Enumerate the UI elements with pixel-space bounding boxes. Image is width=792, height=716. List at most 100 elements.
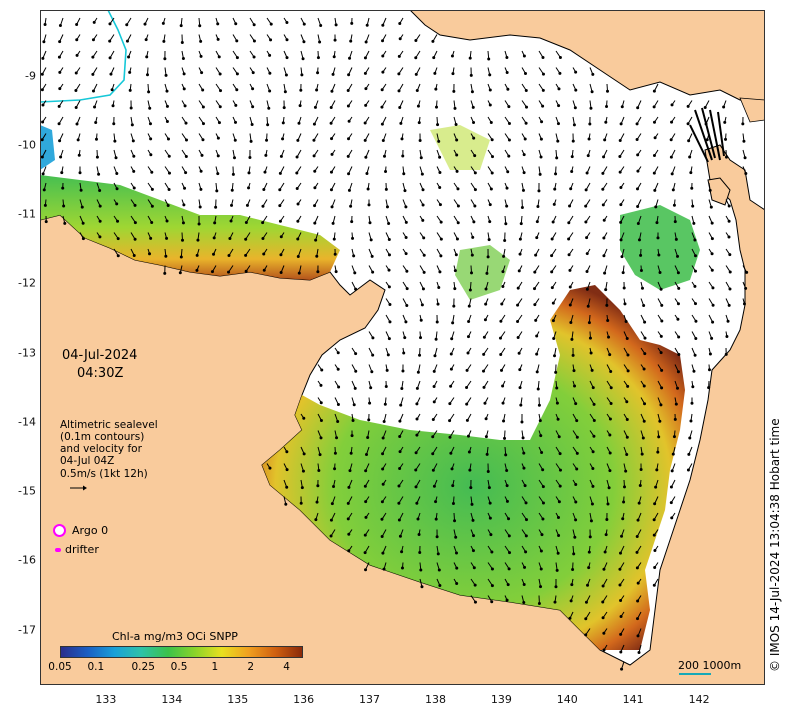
velocity-arrow-head <box>116 237 120 241</box>
velocity-arrow-head <box>148 252 152 256</box>
velocity-arrow-head <box>227 270 231 274</box>
velocity-arrow-head <box>41 56 45 60</box>
velocity-arrow-head <box>332 484 336 488</box>
velocity-arrow-head <box>285 21 289 25</box>
chlorophyll-map[interactable] <box>40 10 765 685</box>
velocity-arrow-head <box>455 169 459 173</box>
velocity-arrow-head <box>381 39 385 43</box>
velocity-arrow-head <box>296 138 300 142</box>
velocity-arrow-head <box>601 203 605 207</box>
velocity-arrow-head <box>150 204 154 208</box>
velocity-arrow-head <box>364 568 368 572</box>
velocity-arrow-head <box>370 370 374 374</box>
velocity-arrow-head <box>449 384 453 388</box>
velocity-arrow-head <box>387 337 391 341</box>
velocity-arrow-head <box>652 583 656 587</box>
velocity-arrow-head <box>313 169 317 173</box>
velocity-arrow-head <box>347 73 351 77</box>
velocity-arrow-head <box>674 237 678 241</box>
velocity-arrow-head <box>570 583 574 587</box>
velocity-arrow-head <box>687 139 691 143</box>
velocity-arrow-head <box>568 268 572 272</box>
velocity-arrow-head <box>419 318 423 322</box>
velocity-arrow-head <box>570 155 574 159</box>
velocity-arrow-head <box>677 353 681 357</box>
velocity-arrow-head <box>420 303 424 307</box>
velocity-arrow-head <box>523 71 527 75</box>
velocity-arrow-head <box>557 87 561 91</box>
map-frame[interactable] <box>40 10 765 685</box>
velocity-arrow-head <box>195 268 199 272</box>
velocity-arrow-head <box>143 22 147 26</box>
velocity-arrow-head <box>591 450 595 454</box>
velocity-arrow-head <box>346 89 350 93</box>
velocity-arrow-head <box>302 416 306 420</box>
velocity-arrow-head <box>367 203 371 207</box>
velocity-arrow-head <box>285 56 289 60</box>
velocity-arrow-head <box>167 171 171 175</box>
velocity-arrow-head <box>264 153 268 157</box>
velocity-arrow-head <box>279 235 283 239</box>
velocity-arrow-head <box>436 552 440 556</box>
velocity-arrow-head <box>347 137 351 141</box>
velocity-arrow-head <box>454 253 458 257</box>
velocity-arrow-head <box>381 452 385 456</box>
velocity-arrow-head <box>567 253 571 257</box>
velocity-arrow-head <box>609 402 613 406</box>
velocity-arrow-head <box>744 286 748 290</box>
velocity-arrow-head <box>453 106 457 110</box>
velocity-arrow-head <box>575 419 579 423</box>
velocity-arrow-head <box>400 550 404 554</box>
velocity-arrow-head <box>466 335 470 339</box>
velocity-arrow-head <box>723 120 727 124</box>
velocity-arrow-head <box>671 452 675 456</box>
velocity-arrow-head <box>451 321 455 325</box>
velocity-arrow-head <box>184 155 188 159</box>
velocity-arrow-head <box>541 517 545 521</box>
velocity-arrow-head <box>349 204 353 208</box>
velocity-arrow-head <box>482 369 486 373</box>
velocity-arrow-head <box>541 55 545 59</box>
velocity-arrow-head <box>686 122 690 126</box>
velocity-arrow-head <box>74 71 78 75</box>
velocity-arrow-head <box>523 137 527 141</box>
velocity-arrow-head <box>745 270 749 274</box>
velocity-arrow-head <box>347 485 351 489</box>
velocity-arrow-head <box>330 89 334 93</box>
velocity-arrow-head <box>285 38 289 42</box>
velocity-arrow-head <box>523 565 527 569</box>
velocity-arrow-head <box>500 368 504 372</box>
velocity-arrow-head <box>384 169 388 173</box>
velocity-arrow-head <box>315 500 319 504</box>
velocity-arrow-head <box>336 419 340 423</box>
land-island-tip <box>739 97 765 123</box>
velocity-arrow-head <box>727 303 731 307</box>
velocity-arrow-head <box>572 552 576 556</box>
velocity-arrow-head <box>313 186 317 190</box>
velocity-arrow-head <box>670 103 674 107</box>
colorbar-tick-label: 2 <box>247 661 255 673</box>
velocity-arrow-head <box>41 120 45 124</box>
velocity-arrow-head <box>334 23 338 27</box>
velocity-arrow-head <box>93 105 97 109</box>
velocity-arrow-head <box>58 24 62 28</box>
velocity-arrow-head <box>132 253 136 257</box>
velocity-arrow-head <box>658 419 662 423</box>
velocity-arrow-head <box>488 203 492 207</box>
velocity-arrow-head <box>431 417 435 421</box>
velocity-arrow-head <box>247 186 251 190</box>
velocity-arrow-head <box>451 484 455 488</box>
velocity-arrow-head <box>41 103 45 107</box>
velocity-arrow-head <box>567 221 571 225</box>
velocity-arrow-head <box>284 502 288 506</box>
velocity-arrow-head <box>558 71 562 75</box>
velocity-arrow-head <box>417 121 421 125</box>
velocity-arrow-head <box>489 187 493 191</box>
velocity-arrow-head <box>486 255 490 259</box>
velocity-arrow-head <box>313 204 317 208</box>
velocity-arrow-head <box>297 271 301 275</box>
velocity-arrow-head <box>571 139 575 143</box>
velocity-arrow-head <box>584 617 588 621</box>
velocity-arrow-head <box>437 286 441 290</box>
velocity-arrow-head <box>404 252 408 256</box>
